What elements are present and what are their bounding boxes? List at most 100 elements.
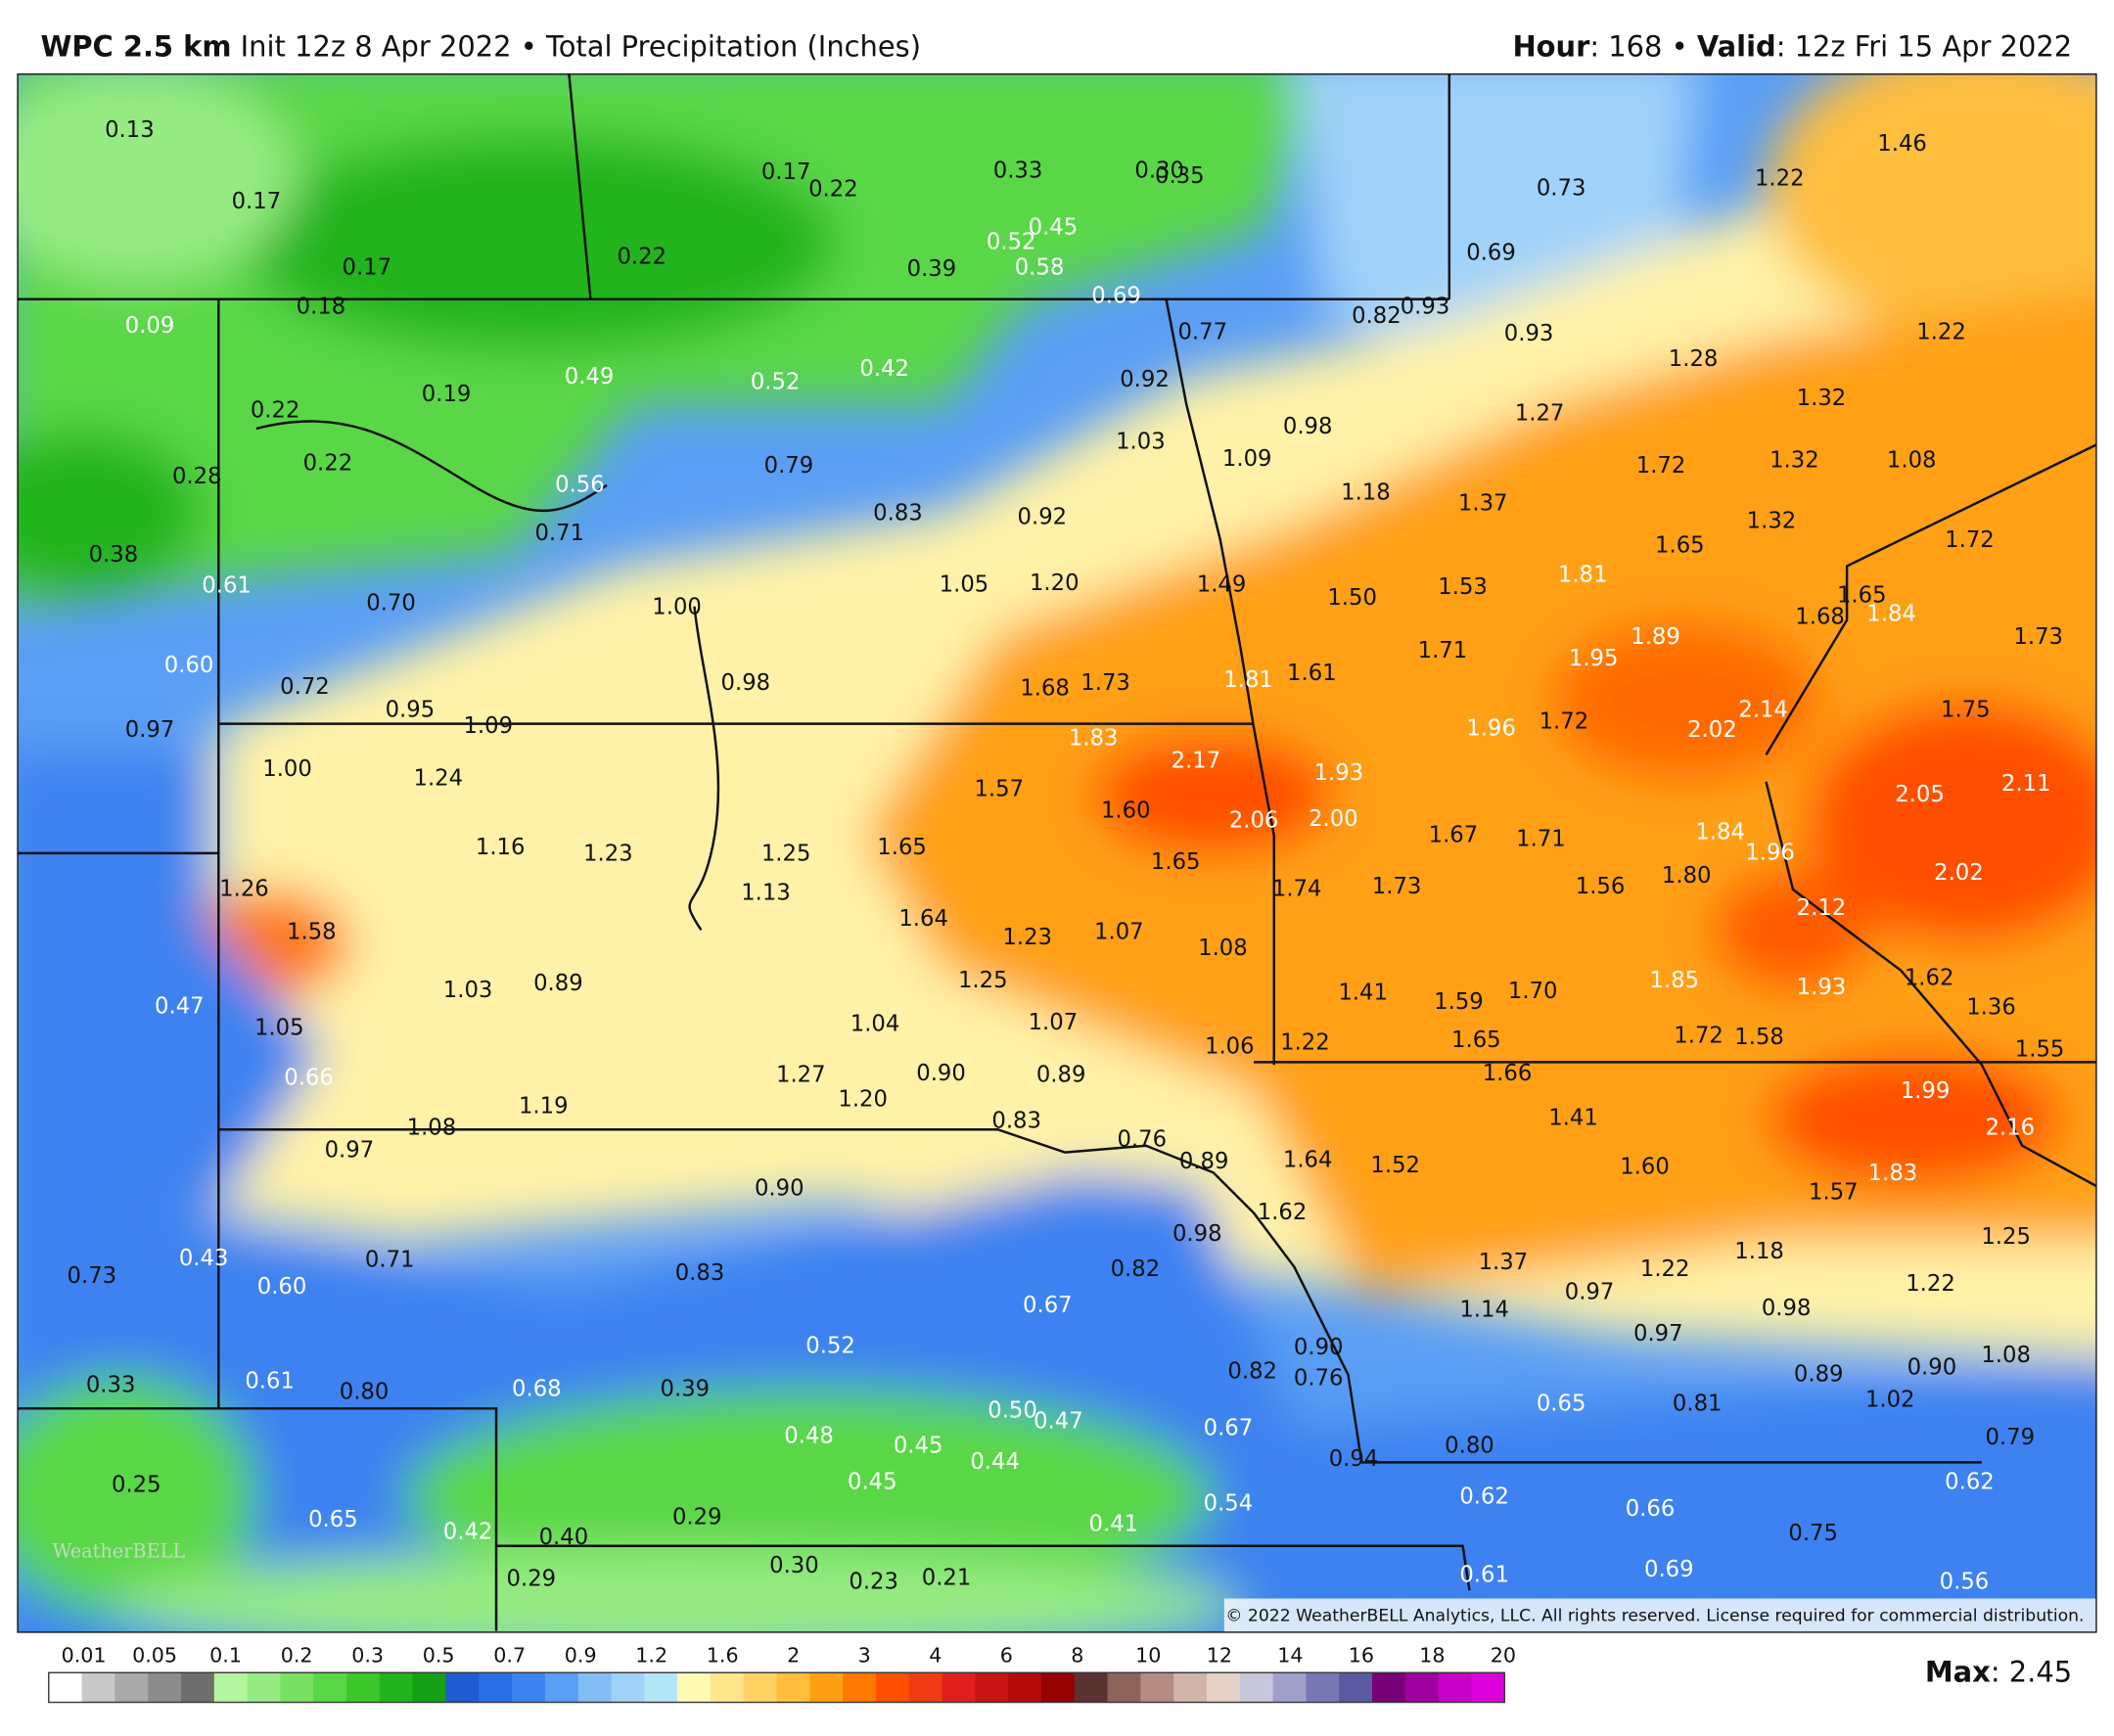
precip-value: 1.85 [1650, 968, 1700, 993]
precip-value: 1.18 [1341, 480, 1391, 506]
colorbar-tick-label: 0.1 [209, 1644, 242, 1667]
field-blue-west [18, 754, 324, 1213]
colorbar-swatch [379, 1672, 414, 1703]
colorbar: 0.01 0.05 0.1 0.2 0.3 0.5 0.7 0.9 1.2 1.6 2 3 4 6 8 10 1… [48, 1644, 1516, 1704]
river [688, 606, 720, 932]
colorbar-swatch [1438, 1672, 1473, 1703]
header-left: WPC 2.5 km Init 12z 8 Apr 2022 • Total P… [40, 30, 920, 64]
colorbar-tick-label: 0.2 [281, 1644, 313, 1667]
colorbar-tick-label: 0.5 [423, 1644, 455, 1667]
field-green-south [404, 1388, 1214, 1605]
precip-value: 1.60 [1620, 1154, 1670, 1179]
precip-value: 1.80 [1662, 863, 1712, 889]
precip-value: 1.81 [1558, 563, 1608, 588]
precip-value: 0.62 [1459, 1485, 1509, 1510]
precip-value: 0.39 [661, 1377, 711, 1402]
colorbar-swatch [313, 1672, 347, 1703]
precip-value: 0.44 [970, 1449, 1020, 1475]
precip-value: 0.93 [1504, 321, 1554, 346]
precip-value: 1.89 [1631, 624, 1680, 650]
precip-value: 0.47 [1034, 1409, 1083, 1435]
precip-value: 1.20 [838, 1086, 888, 1112]
precip-value: 0.73 [1537, 175, 1586, 201]
precip-value: 1.71 [1516, 827, 1566, 852]
max-key: Max [1925, 1656, 1991, 1689]
precip-value: 1.16 [476, 835, 526, 860]
precip-value: 2.14 [1738, 697, 1788, 722]
precip-value: 0.61 [245, 1368, 295, 1393]
precip-value: 1.09 [463, 713, 513, 739]
colorbar-swatch [1008, 1672, 1042, 1703]
precip-value: 0.77 [1177, 320, 1227, 345]
precip-value: 1.93 [1797, 975, 1847, 1000]
precip-value: 0.79 [764, 453, 814, 479]
precip-value: 0.45 [1029, 214, 1079, 240]
colorbar-swatch [1107, 1672, 1142, 1703]
precip-value: 1.23 [1002, 925, 1052, 950]
precip-value: 0.92 [1018, 504, 1068, 529]
precip-value: 1.26 [219, 877, 269, 902]
border [1165, 298, 1275, 1066]
precip-value: 0.98 [1762, 1296, 1812, 1321]
precip-value: 0.97 [325, 1138, 375, 1164]
precip-value: 1.22 [1906, 1271, 1955, 1297]
valid-key: Valid [1697, 30, 1776, 64]
precip-value: 0.93 [1401, 295, 1450, 320]
precip-value: 1.83 [1868, 1161, 1918, 1186]
precip-value: 2.06 [1229, 807, 1279, 833]
precip-value: 0.95 [386, 697, 436, 722]
precip-value: 1.52 [1370, 1153, 1420, 1178]
precip-value: 0.69 [1091, 284, 1141, 309]
precip-value: 1.04 [850, 1011, 900, 1036]
precip-value: 0.98 [1283, 414, 1333, 439]
colorbar-swatch [1040, 1672, 1076, 1703]
precip-value: 0.89 [1179, 1149, 1229, 1174]
precip-value: 0.82 [1227, 1359, 1277, 1385]
copyright-bg [1223, 1598, 2096, 1632]
precip-value: 1.95 [1569, 646, 1619, 671]
precip-value: 0.39 [907, 256, 957, 282]
colorbar-swatch [346, 1672, 381, 1703]
precip-value: 0.60 [164, 653, 214, 678]
precip-value: 1.56 [1576, 874, 1626, 899]
colorbar-swatch [1404, 1672, 1440, 1703]
colorbar-swatch [1471, 1672, 1505, 1703]
precip-value: 0.56 [1940, 1569, 1990, 1594]
precip-value: 0.09 [125, 313, 175, 339]
precip-value: 0.17 [343, 255, 392, 281]
precip-value: 0.90 [1907, 1354, 1957, 1380]
field-red [1550, 619, 1820, 782]
colorbar-swatch [942, 1672, 977, 1703]
hour-value: : 168 • [1589, 30, 1697, 64]
precip-value: 1.75 [1941, 697, 1991, 722]
precip-value: 1.67 [1429, 822, 1479, 847]
precip-field [18, 73, 2096, 1632]
colorbar-swatch [677, 1672, 712, 1703]
precip-value: 0.66 [1626, 1496, 1676, 1522]
precip-value: 1.27 [776, 1063, 826, 1088]
colorbar-tick-label: 6 [1000, 1644, 1013, 1667]
precip-value: 0.29 [672, 1504, 722, 1530]
colorbar-tick-label: 8 [1071, 1644, 1083, 1667]
precip-value: 0.50 [988, 1398, 1037, 1424]
precip-value: 1.68 [1020, 675, 1070, 701]
colorbar-swatch [445, 1672, 480, 1703]
field-red [1712, 869, 1874, 991]
precip-value: 1.18 [1734, 1239, 1784, 1264]
precip-value: 1.07 [1029, 1010, 1079, 1035]
precip-value: 0.80 [340, 1379, 390, 1404]
field-green-sw [18, 1374, 256, 1618]
precip-value: 0.92 [1120, 367, 1170, 392]
precip-value: 0.73 [68, 1263, 117, 1289]
colorbar-tick-label: 14 [1277, 1644, 1303, 1667]
precip-value: 2.11 [2001, 771, 2051, 797]
precip-value: 0.98 [1172, 1221, 1222, 1247]
colorbar-swatch [48, 1672, 83, 1703]
precip-value: 1.93 [1314, 760, 1364, 786]
precip-value: 1.57 [974, 777, 1024, 802]
precip-value: 1.36 [1966, 995, 2016, 1021]
precip-value: 0.17 [761, 160, 811, 185]
precip-value: 0.83 [675, 1260, 725, 1286]
colorbar-tick-label: 4 [929, 1644, 942, 1667]
